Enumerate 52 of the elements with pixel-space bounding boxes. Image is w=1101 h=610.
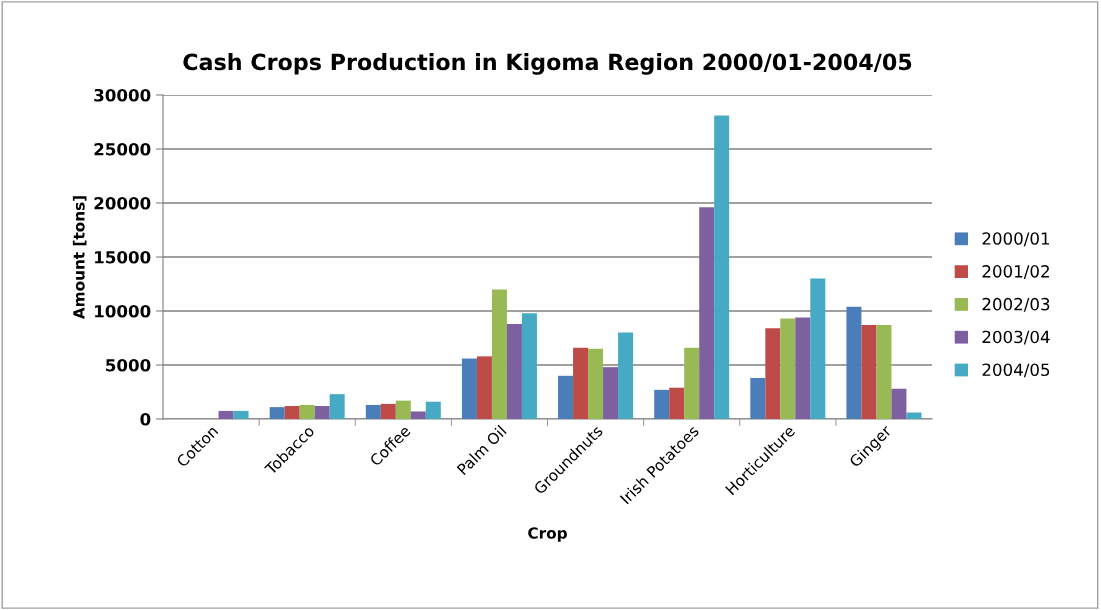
- bar: [588, 348, 604, 419]
- bar: [329, 394, 345, 419]
- y-tick-label: 25000: [94, 142, 151, 156]
- bar: [810, 278, 826, 419]
- bar: [654, 389, 670, 419]
- bar: [380, 403, 396, 419]
- bar: [846, 306, 862, 419]
- bar: [461, 358, 477, 419]
- bar: [906, 412, 922, 419]
- bar: [684, 347, 700, 419]
- bar: [891, 388, 907, 419]
- x-axis-title: Crop: [528, 527, 567, 542]
- bar: [669, 387, 685, 419]
- bar: [314, 406, 330, 419]
- chart-title: Cash Crops Production in Kigoma Region 2000/01-2004/05: [183, 53, 912, 75]
- legend-label: 2000/01: [982, 232, 1050, 247]
- bar: [269, 407, 285, 419]
- bar: [299, 404, 315, 419]
- legend-label: 2004/05: [982, 363, 1050, 378]
- bar: [714, 115, 730, 419]
- y-tick-label: 30000: [94, 88, 151, 102]
- bar: [365, 404, 381, 419]
- y-tick-label: 10000: [95, 304, 151, 318]
- legend-label: 2003/04: [982, 330, 1050, 345]
- bar: [780, 318, 796, 419]
- bar: [861, 325, 877, 419]
- y-tick-label: 5000: [106, 358, 151, 372]
- y-tick-label: 0: [140, 412, 151, 426]
- bar: [506, 323, 522, 419]
- bar: [284, 406, 300, 419]
- bar: [765, 328, 781, 419]
- bar: [521, 313, 537, 419]
- bar: [795, 317, 811, 419]
- bar: [395, 400, 411, 419]
- bar: [699, 207, 715, 419]
- bar: [558, 375, 574, 419]
- bar: [233, 410, 249, 419]
- legend-label: 2001/02: [982, 265, 1049, 279]
- bar: [876, 325, 892, 419]
- bar: [603, 367, 619, 419]
- legend-label: 2002/03: [982, 297, 1050, 312]
- y-axis-title: Amount [tons]: [72, 196, 87, 320]
- y-tick-label: 15000: [95, 250, 151, 264]
- bar: [410, 411, 426, 419]
- bar: [573, 347, 589, 419]
- bar: [618, 332, 634, 419]
- bar: [425, 401, 441, 419]
- bar: [491, 289, 507, 419]
- bar: [218, 410, 234, 419]
- bar: [750, 377, 766, 419]
- bar: [476, 356, 492, 419]
- y-tick-label: 20000: [94, 196, 151, 210]
